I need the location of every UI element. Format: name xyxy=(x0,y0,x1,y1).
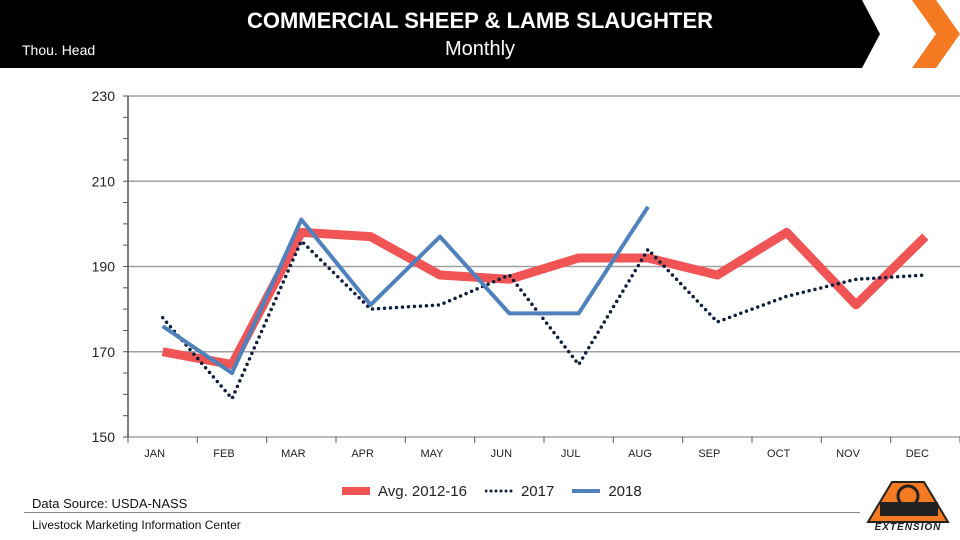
x-tick-label-dec: DEC xyxy=(906,448,929,460)
x-tick-label-aug: AUG xyxy=(628,448,652,460)
legend-item-2017: 2017 xyxy=(484,482,555,500)
organization-name: Livestock Marketing Information Center xyxy=(32,518,241,532)
y-tick-label: 150 xyxy=(92,429,116,445)
chart-title: COMMERCIAL SHEEP & LAMB SLAUGHTER xyxy=(246,8,714,33)
x-tick-label-feb: FEB xyxy=(213,448,234,460)
osu-extension-logo xyxy=(866,481,950,523)
legend-label-avg: Avg. 2012-16 xyxy=(378,482,467,500)
series-line-2017 xyxy=(160,237,928,402)
x-tick-label-oct: OCT xyxy=(767,448,791,460)
y-axis-ticks: 150 170 190 210 230 xyxy=(92,88,128,445)
x-tick-label-nov: NOV xyxy=(836,448,861,460)
series-line-avg-2012-16 xyxy=(161,227,929,370)
header-black-shape xyxy=(0,0,880,68)
x-tick-label-jan: JAN xyxy=(144,448,165,460)
legend-swatch-2018 xyxy=(572,489,601,493)
x-tick-label-apr: APR xyxy=(351,448,374,460)
y-axis-unit-label: Thou. Head xyxy=(22,42,96,58)
legend-label-2018: 2018 xyxy=(608,482,642,500)
legend-item-avg: Avg. 2012-16 xyxy=(342,483,467,500)
x-tick-label-may: MAY xyxy=(420,448,444,460)
footer-divider xyxy=(24,512,860,513)
legend-swatch-avg xyxy=(342,487,370,495)
x-axis-ticks: JAN FEB MAR APR MAY JUN JUL AUG SEP OCT NOV DEC xyxy=(127,437,960,460)
header-bar xyxy=(0,0,960,68)
header-banner: COMMERCIAL SHEEP & LAMB SLAUGHTER Monthl… xyxy=(0,0,960,68)
y-tick-label: 190 xyxy=(92,259,116,275)
legend-label-2017: 2017 xyxy=(520,482,555,500)
x-tick-label-jul: JUL xyxy=(561,448,581,460)
series-line-2018 xyxy=(161,205,650,376)
logo-text: EXTENSION xyxy=(874,522,942,533)
y-tick-label: 230 xyxy=(92,88,116,104)
legend-swatch-2017 xyxy=(484,489,513,493)
x-tick-label-mar: MAR xyxy=(281,448,306,460)
series-lines xyxy=(160,205,929,402)
x-tick-label-jun: JUN xyxy=(491,448,512,460)
x-tick-label-sep: SEP xyxy=(698,448,720,460)
data-source: Data Source: USDA-NASS xyxy=(32,496,188,511)
legend: Avg. 2012-16 2017 2018 xyxy=(342,481,660,501)
chevron-right-icon xyxy=(912,0,960,68)
chart-subtitle: Monthly xyxy=(444,38,516,60)
y-tick-label: 210 xyxy=(92,173,116,189)
y-tick-label: 170 xyxy=(92,344,116,360)
legend-item-2018: 2018 xyxy=(572,482,642,500)
